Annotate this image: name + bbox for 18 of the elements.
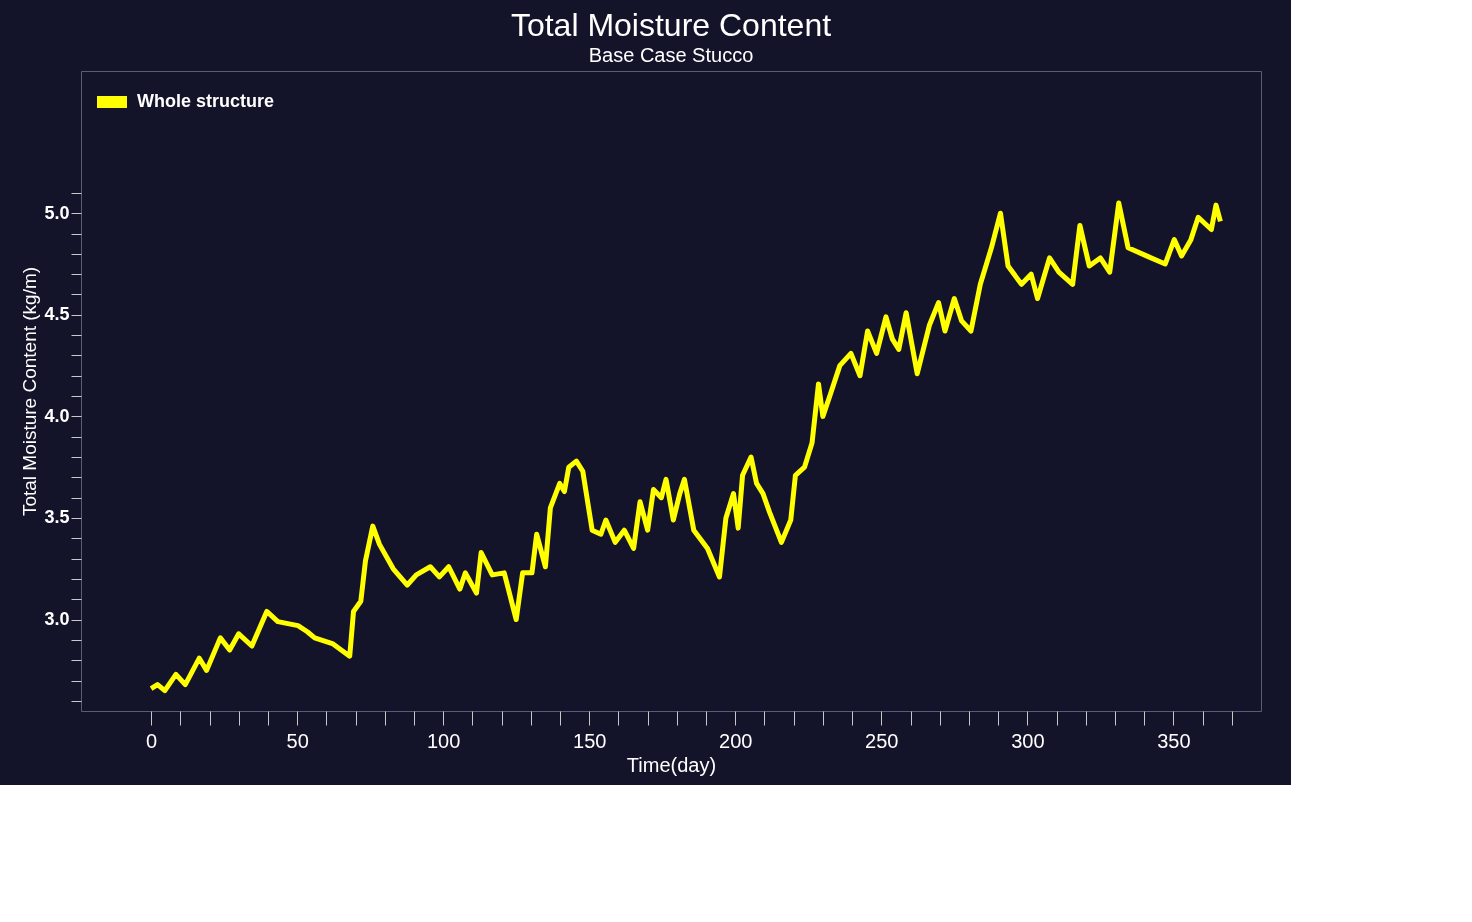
x-tick-label: 200	[719, 729, 753, 752]
x-tick-label: 100	[426, 729, 461, 752]
y-tick-label: 3.5	[44, 507, 70, 528]
x-tick-label: 0	[146, 729, 158, 752]
x-axis-title: Time(day)	[626, 753, 717, 776]
y-tick-label: 3.0	[44, 609, 70, 630]
y-tick-label: 4.0	[44, 405, 70, 426]
y-tick-label: 5.0	[44, 202, 70, 223]
x-tick-label: 50	[286, 729, 309, 752]
chart-title: Total Moisture Content	[510, 7, 832, 43]
y-tick-label: 4.5	[44, 304, 70, 325]
x-tick-label: 250	[865, 729, 899, 752]
y-axis-title: Total Moisture Content (kg/m)	[19, 266, 41, 517]
legend-label: Whole structure	[137, 91, 275, 111]
x-tick-label: 350	[1157, 729, 1191, 752]
x-tick-label: 150	[573, 729, 607, 752]
chart-subtitle: Base Case Stucco	[588, 44, 754, 66]
x-tick-label: 300	[1011, 729, 1045, 752]
